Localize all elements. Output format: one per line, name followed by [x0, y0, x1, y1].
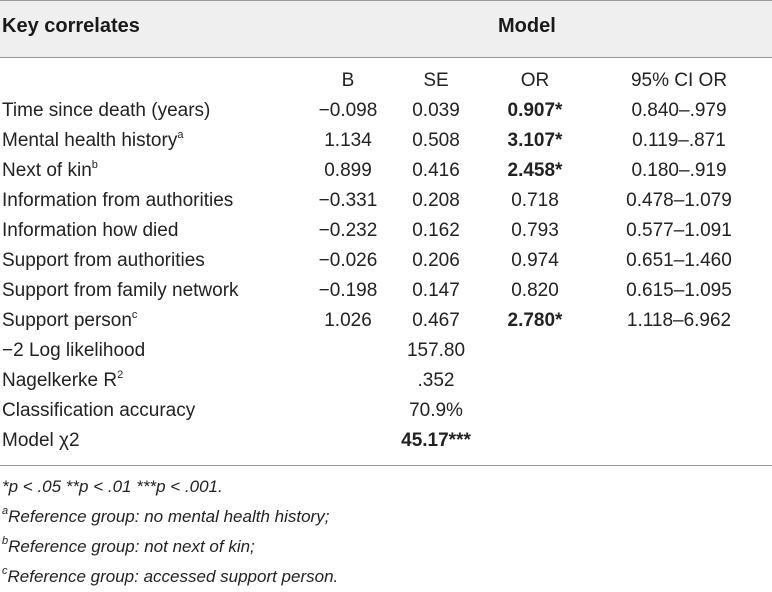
stat-row: Model χ2 45.17*** [0, 426, 772, 456]
stat-row: Nagelkerke R2 .352 [0, 366, 772, 396]
value-or: 0.820 [511, 280, 559, 301]
value-ci: 1.118–6.962 [626, 310, 732, 331]
table-row: Mental health historya 1.134 0.508 3.107… [0, 126, 772, 156]
value-or: 2.780* [507, 310, 563, 331]
value-or: 0.974 [511, 250, 559, 271]
value-ci: 0.651–1.460 [626, 250, 732, 271]
row-label: Support from family network [2, 280, 239, 301]
value-b: 1.026 [324, 310, 372, 331]
column-header-se: SE [423, 70, 449, 91]
row-label: Time since death (years) [2, 100, 211, 121]
value-se: 0.206 [412, 250, 460, 271]
value-b: −0.026 [318, 250, 378, 271]
value-or: 2.458* [507, 160, 563, 181]
value-ci: 0.615–1.095 [626, 280, 732, 301]
stat-value: 70.9% [409, 400, 463, 421]
column-header-ci: 95% CI OR [630, 70, 728, 91]
row-label: Information from authorities [2, 190, 234, 211]
footnote-significance: *p < .05 **p < .01 ***p < .001. [2, 477, 223, 496]
row-label: Support personc [2, 308, 138, 331]
stat-value: 157.80 [406, 340, 466, 361]
table-row: Information from authorities −0.331 0.20… [0, 186, 772, 216]
value-se: 0.208 [412, 190, 460, 211]
value-ci: 0.119–.871 [632, 130, 726, 151]
value-ci: 0.180–.919 [631, 160, 727, 181]
footnote-b: bReference group: not next of kin; [2, 535, 255, 556]
stat-label: Classification accuracy [2, 400, 196, 421]
table-row: Support personc 1.026 0.467 2.780* 1.118… [0, 306, 772, 336]
stat-row: −2 Log likelihood 157.80 [0, 336, 772, 366]
footnote-marker: b [91, 158, 98, 171]
value-se: 0.416 [412, 160, 460, 181]
value-ci: 0.840–.979 [631, 100, 727, 121]
stat-value: 45.17*** [401, 430, 471, 451]
table-row: Next of kinb 0.899 0.416 2.458* 0.180–.9… [0, 156, 772, 186]
header-model: Model [498, 15, 556, 37]
superscript: 2 [117, 368, 124, 381]
value-ci: 0.478–1.079 [626, 190, 732, 211]
stat-label: Model χ2 [2, 430, 80, 451]
table-bottom-rule [0, 465, 772, 466]
value-se: 0.039 [412, 100, 460, 121]
value-se: 0.467 [412, 310, 460, 331]
row-label: Support from authorities [2, 250, 205, 271]
value-ci: 0.577–1.091 [626, 220, 732, 241]
footnotes: *p < .05 **p < .01 ***p < .001. aReferen… [2, 472, 772, 592]
value-b: −0.232 [318, 220, 378, 241]
value-se: 0.508 [412, 130, 460, 151]
stat-row: Classification accuracy 70.9% [0, 396, 772, 426]
footnote-marker: a [177, 128, 184, 141]
stat-label: Nagelkerke R2 [2, 368, 124, 391]
stat-value: .352 [417, 370, 455, 391]
value-b: −0.198 [318, 280, 378, 301]
value-se: 0.147 [412, 280, 460, 301]
value-b: 0.899 [324, 160, 372, 181]
footnote-marker: c [131, 308, 138, 321]
footnote-c: cReference group: accessed support perso… [2, 565, 339, 586]
table-row: Support from family network −0.198 0.147… [0, 276, 772, 306]
value-b: 1.134 [324, 130, 372, 151]
table-header-band: Key correlates Model [0, 0, 772, 58]
table-row: Information how died −0.232 0.162 0.793 … [0, 216, 772, 246]
footnote-a: aReference group: no mental health histo… [2, 505, 330, 526]
row-label: Information how died [2, 220, 179, 241]
column-header-b: B [341, 70, 355, 91]
row-label: Next of kinb [2, 158, 98, 181]
table-row: Time since death (years) −0.098 0.039 0.… [0, 96, 772, 126]
column-header-row: B SE OR 95% CI OR [0, 66, 772, 96]
header-key-correlates: Key correlates [2, 15, 140, 37]
table-row: Support from authorities −0.026 0.206 0.… [0, 246, 772, 276]
column-header-or: OR [520, 70, 550, 91]
stat-label: −2 Log likelihood [2, 340, 146, 361]
value-or: 0.907* [507, 100, 563, 121]
value-se: 0.162 [412, 220, 460, 241]
value-or: 0.718 [511, 190, 559, 211]
value-b: −0.098 [318, 100, 378, 121]
value-b: −0.331 [318, 190, 378, 211]
value-or: 3.107* [507, 130, 563, 151]
value-or: 0.793 [511, 220, 559, 241]
row-label: Mental health historya [2, 128, 184, 151]
